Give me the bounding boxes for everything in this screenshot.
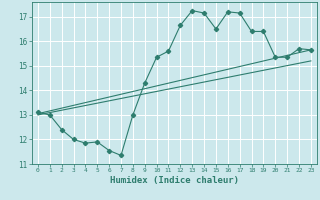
X-axis label: Humidex (Indice chaleur): Humidex (Indice chaleur)	[110, 176, 239, 185]
